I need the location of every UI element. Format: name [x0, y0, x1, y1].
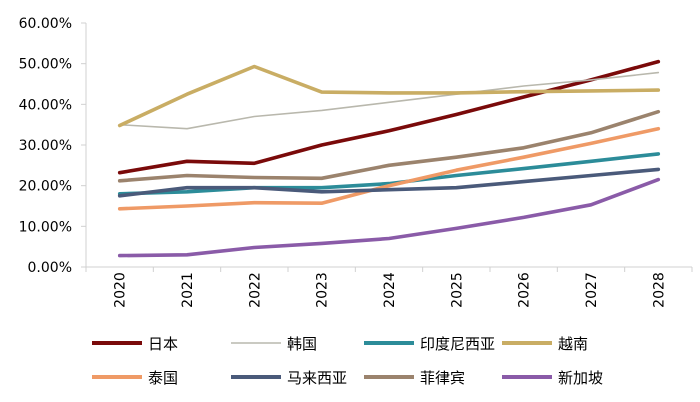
y-tick-label: 30.00%: [19, 138, 72, 154]
legend-label: 马来西亚: [287, 369, 347, 387]
legend-item-6: 菲律宾: [364, 369, 465, 387]
y-tick-label: 50.00%: [19, 57, 72, 73]
y-tick-label: 20.00%: [19, 179, 72, 195]
legend-label: 韩国: [287, 335, 317, 353]
series-line-0: [117, 59, 661, 175]
legend-item-5: 马来西亚: [231, 369, 347, 387]
x-tick-label: 2025: [449, 272, 465, 308]
x-tick-label: 2024: [382, 272, 398, 308]
x-tick-label: 2021: [180, 272, 196, 308]
x-tick-label: 2026: [517, 272, 533, 308]
legend-item-3: 越南: [502, 335, 588, 353]
legend-label: 日本: [148, 335, 178, 353]
legend-item-1: 韩国: [231, 335, 317, 353]
legend-item-0: 日本: [92, 335, 178, 353]
series-line-3: [117, 64, 661, 128]
series-line-1: [118, 71, 660, 130]
series-line-2: [117, 152, 661, 196]
x-tick-label: 2027: [584, 272, 600, 308]
legend-item-7: 新加坡: [502, 369, 603, 387]
legend-label: 菲律宾: [420, 369, 465, 387]
legend-label: 泰国: [148, 369, 178, 387]
legend-label: 印度尼西亚: [420, 335, 495, 353]
axes: 0.00% 10.00% 20.00% 30.00% 40.00% 50.00% 60.00…: [19, 16, 693, 308]
legend-item-2: 印度尼西亚: [364, 335, 495, 353]
series-line-4: [117, 126, 661, 211]
x-tick-label: 2020: [113, 272, 129, 308]
legend-label: 越南: [558, 335, 588, 353]
series-line-6: [117, 109, 661, 183]
x-tick-label: 2028: [651, 272, 667, 308]
series-lines: [117, 59, 661, 258]
series-line-7: [117, 177, 661, 258]
y-tick-label: 0.00%: [28, 260, 72, 276]
y-tick-label: 60.00%: [19, 16, 72, 32]
y-tick-label: 40.00%: [19, 97, 72, 113]
x-tick-label: 2023: [315, 272, 331, 308]
x-tick-label: 2022: [247, 272, 263, 308]
legend-label: 新加坡: [558, 369, 603, 387]
series-line-5: [117, 167, 661, 198]
y-tick-label: 10.00%: [19, 219, 72, 235]
legend-item-4: 泰国: [92, 369, 178, 387]
